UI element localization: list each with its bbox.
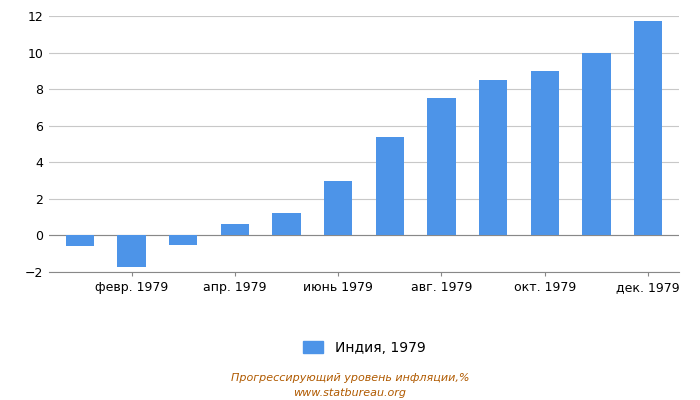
Bar	[531, 71, 559, 236]
Bar	[427, 98, 456, 236]
Bar	[324, 180, 352, 236]
Bar	[479, 80, 507, 236]
Bar	[220, 224, 249, 236]
Bar	[66, 236, 94, 246]
Bar	[272, 212, 301, 236]
Bar	[634, 22, 662, 236]
Bar	[582, 52, 610, 236]
Text: www.statbureau.org: www.statbureau.org	[293, 388, 407, 398]
Bar	[169, 236, 197, 244]
Text: Прогрессирующий уровень инфляции,%: Прогрессирующий уровень инфляции,%	[231, 373, 469, 383]
Legend: Индия, 1979: Индия, 1979	[297, 335, 431, 360]
Bar	[118, 236, 146, 266]
Bar	[376, 137, 404, 236]
